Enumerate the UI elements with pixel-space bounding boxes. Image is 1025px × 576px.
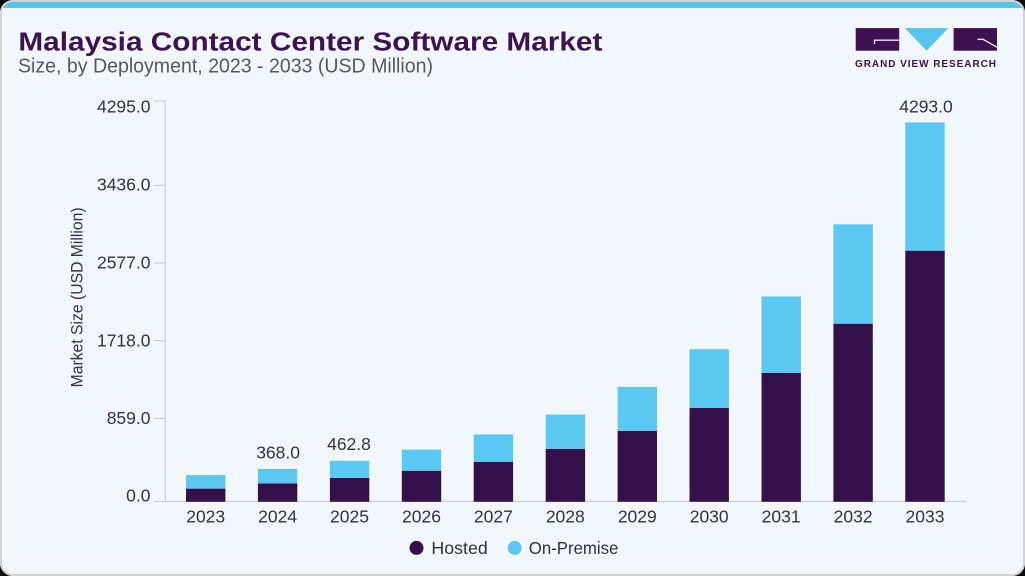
- svg-text:Size, by Deployment, 2023 - 20: Size, by Deployment, 2023 - 2033 (USD Mi…: [18, 56, 433, 78]
- svg-text:2024: 2024: [258, 506, 297, 526]
- svg-text:1718.0: 1718.0: [97, 330, 151, 350]
- svg-text:2025: 2025: [330, 506, 369, 526]
- svg-text:2031: 2031: [762, 506, 801, 526]
- svg-text:2032: 2032: [834, 506, 873, 526]
- svg-text:3436.0: 3436.0: [97, 175, 151, 195]
- svg-text:4293.0: 4293.0: [899, 96, 953, 116]
- svg-text:2577.0: 2577.0: [97, 252, 151, 272]
- svg-text:4295.0: 4295.0: [97, 97, 151, 117]
- svg-text:GRAND VIEW RESEARCH: GRAND VIEW RESEARCH: [855, 59, 997, 70]
- svg-text:462.8: 462.8: [327, 434, 371, 454]
- svg-text:0.0: 0.0: [126, 486, 151, 506]
- svg-text:On-Premise: On-Premise: [529, 538, 619, 558]
- svg-text:Market Size (USD Million): Market Size (USD Million): [68, 207, 87, 387]
- svg-text:2026: 2026: [402, 506, 441, 526]
- svg-text:Hosted: Hosted: [431, 538, 487, 558]
- svg-text:2029: 2029: [618, 506, 657, 526]
- svg-text:859.0: 859.0: [107, 408, 151, 428]
- svg-text:2028: 2028: [546, 506, 585, 526]
- svg-text:2023: 2023: [186, 506, 225, 526]
- svg-text:368.0: 368.0: [256, 443, 300, 463]
- svg-text:2027: 2027: [474, 506, 513, 526]
- svg-text:2033: 2033: [906, 506, 945, 526]
- svg-text:2030: 2030: [690, 506, 729, 526]
- svg-text:Malaysia Contact Center Softwa: Malaysia Contact Center Software Market: [18, 29, 603, 57]
